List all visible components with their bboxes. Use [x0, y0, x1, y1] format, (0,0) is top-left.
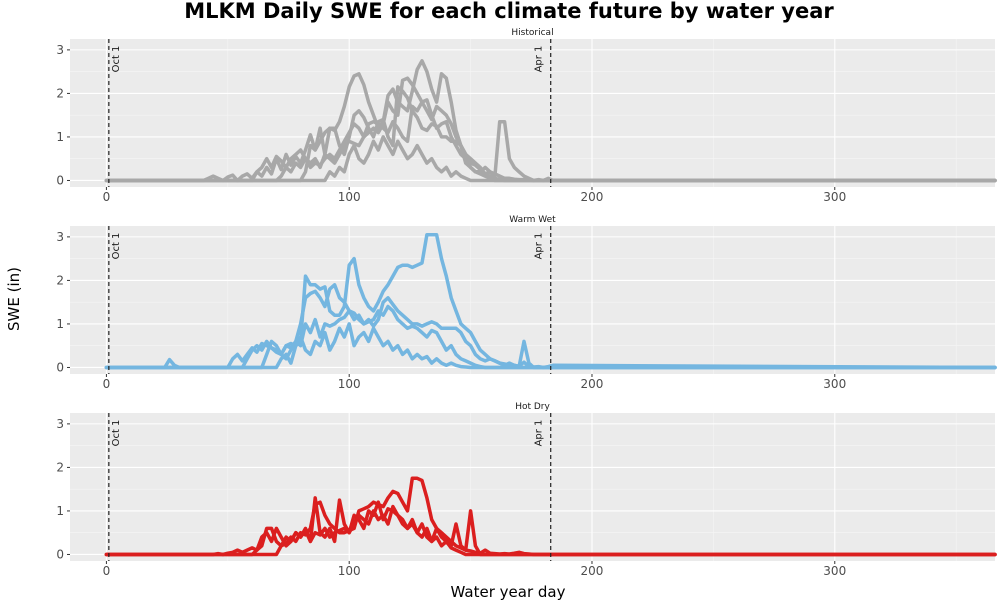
panel-background	[70, 226, 995, 374]
y-tick-label: 0	[56, 173, 64, 187]
series-line	[104, 283, 997, 370]
x-tick-label: 100	[338, 564, 361, 578]
series-line	[104, 76, 997, 183]
x-tick-label: 300	[823, 190, 846, 204]
x-tick-label: 300	[823, 564, 846, 578]
series-line	[104, 504, 997, 557]
y-tick-label: 2	[56, 460, 64, 474]
panel-strip-label: Historical	[511, 28, 553, 38]
y-tick-label: 3	[56, 43, 64, 57]
x-tick-label: 0	[103, 190, 111, 204]
series-line	[104, 98, 997, 183]
reference-line-label: Apr 1	[534, 233, 545, 260]
panel-strip-label: Warm Wet	[509, 215, 556, 225]
y-tick-label: 0	[56, 360, 64, 374]
panel-warm-wet: Warm Wet 0 100 200 300 0 1 2 3 Oct 1 Apr 1	[56, 215, 997, 391]
x-tick-label: 300	[823, 377, 846, 391]
series-line	[104, 322, 997, 370]
y-tick-label: 1	[56, 317, 64, 331]
panel-background	[70, 413, 995, 561]
reference-line-label: Oct 1	[111, 46, 122, 73]
y-axis-title: SWE (in)	[5, 267, 23, 331]
panel-strip-label: Hot Dry	[515, 402, 550, 412]
y-tick-label: 2	[56, 273, 64, 287]
y-tick-label: 0	[56, 547, 64, 561]
x-tick-label: 200	[581, 377, 604, 391]
reference-line-label: Oct 1	[111, 420, 122, 447]
reference-line-label: Apr 1	[534, 420, 545, 447]
x-tick-label: 0	[103, 377, 111, 391]
series-line	[104, 59, 997, 183]
series-line	[104, 135, 997, 183]
x-axis-title: Water year day	[451, 583, 566, 600]
y-tick-label: 3	[56, 417, 64, 431]
y-tick-label: 2	[56, 86, 64, 100]
reference-line-label: Apr 1	[534, 46, 545, 73]
x-tick-label: 0	[103, 564, 111, 578]
panel-hot-dry: Hot Dry 0 100 200 300 0 1 2 3 Oct 1 Apr 1	[56, 402, 997, 578]
panel-background	[70, 39, 995, 187]
x-tick-label: 200	[581, 190, 604, 204]
y-tick-label: 1	[56, 130, 64, 144]
x-tick-label: 100	[338, 190, 361, 204]
panel-historical: Historical 0 100 200 300 0 1 2 3 Oct 1 Apr 1	[56, 28, 997, 204]
series-line	[104, 476, 997, 557]
chart-title: MLKM Daily SWE for each climate future b…	[184, 0, 834, 23]
y-tick-label: 1	[56, 504, 64, 518]
x-tick-label: 200	[581, 564, 604, 578]
y-tick-label: 3	[56, 230, 64, 244]
reference-line-label: Oct 1	[111, 233, 122, 260]
series-line	[104, 304, 997, 370]
x-tick-label: 100	[338, 377, 361, 391]
